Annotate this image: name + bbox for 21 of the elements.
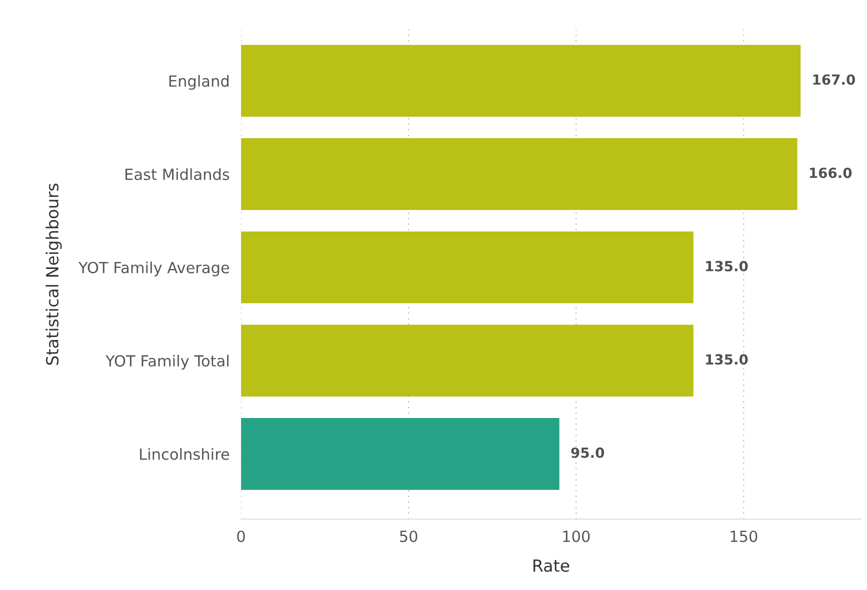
x-tick-label: 150 — [730, 530, 758, 542]
y-axis-title: Statistical Neighbours — [46, 184, 62, 365]
y-tick-label: Lincolnshire — [140, 448, 230, 460]
x-tick-label: 0 — [237, 530, 245, 542]
x-axis-title: Rate — [534, 560, 570, 572]
y-tick-label: East Midlands — [126, 168, 230, 180]
bar — [241, 138, 798, 210]
data-label: 95.0 — [571, 447, 604, 458]
data-label: 166.0 — [810, 168, 852, 178]
x-tick-label: 100 — [563, 530, 590, 542]
data-label: 135.0 — [706, 354, 748, 365]
y-tick-label: YOT Family Average — [78, 262, 230, 276]
data-label: 167.0 — [813, 74, 855, 85]
y-tick-label: YOT Family Total — [105, 354, 228, 370]
bar — [241, 231, 694, 304]
bar — [241, 418, 560, 490]
bar — [241, 324, 694, 397]
bar — [241, 44, 801, 117]
x-tick-label: 50 — [400, 530, 418, 542]
data-label: 135.0 — [706, 260, 748, 272]
y-tick-label: England — [169, 75, 229, 90]
